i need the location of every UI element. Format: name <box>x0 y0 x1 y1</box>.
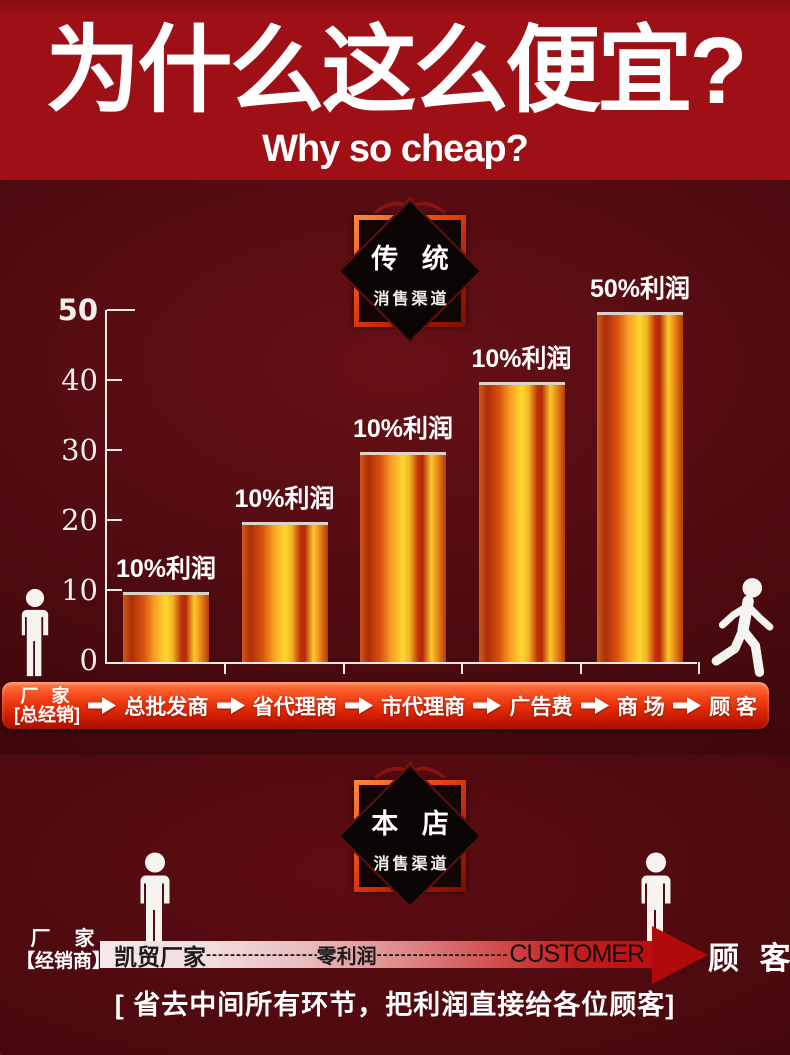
bar-chart-plot: 10%利润 10%利润 10%利润 10%利润 50%利润 <box>105 275 701 674</box>
traditional-flow: 厂 家 [总经销] 总批发商 省代理商 市代理商 广告费 商 场 顾 客 <box>2 682 769 729</box>
y-tick-label-40: 40 <box>61 363 98 397</box>
flow-source-line2: [总经销] <box>14 704 80 725</box>
flow-arrow-icon <box>344 697 373 714</box>
flow-arrow-icon <box>216 697 245 714</box>
y-tick-mark <box>107 309 135 311</box>
shop-badge: 本 店 消售渠道 <box>330 760 490 925</box>
bar-value-label: 50%利润 <box>589 275 691 303</box>
shop-bar-middle: 零利润 <box>316 946 377 968</box>
bar-5 <box>597 312 683 662</box>
flow-step: 市代理商 <box>381 695 466 719</box>
y-tick-label-50: 50 <box>57 293 98 327</box>
standing-person-icon <box>133 852 177 950</box>
flow-step: 省代理商 <box>252 695 337 719</box>
badge-text: 传 统 消售渠道 <box>330 237 490 309</box>
y-tick-mark <box>107 449 122 451</box>
x-tick-mark <box>579 662 582 674</box>
traditional-badge: 传 统 消售渠道 <box>330 195 490 360</box>
shop-source-line2: 【经销商】 <box>16 951 112 972</box>
bar-4 <box>478 382 565 662</box>
traditional-channel-section: 传 统 消售渠道 50 40 30 20 10 0 10%利润 10%利润 10%利润 10%利… <box>0 180 790 755</box>
shop-flow-source: 厂 家 【经销商】 <box>16 928 111 973</box>
flow-arrow-icon <box>473 697 502 714</box>
x-tick-mark <box>461 662 464 674</box>
direct-sales-arrow-bar: 凯贸厂家 -------------------- 零利润 ----------… <box>100 940 658 970</box>
header-section: 为什么这么便宜? Why so cheap? <box>0 0 790 180</box>
flow-step: 商 场 <box>616 695 665 719</box>
y-tick-mark <box>107 379 122 381</box>
shop-bar-end: CUSTOMER <box>509 940 645 968</box>
badge-text: 本 店 消售渠道 <box>330 802 490 874</box>
page-title: 为什么这么便宜? <box>45 18 747 124</box>
flow-arrow-icon <box>580 697 609 714</box>
y-tick-label-20: 20 <box>61 503 98 537</box>
flow-step: 顾 客 <box>709 695 757 719</box>
flow-arrow-icon <box>672 697 701 714</box>
x-tick-mark <box>698 662 701 674</box>
shop-source-line1: 厂 家 <box>30 928 97 950</box>
shop-channel-section: 本 店 消售渠道 厂 家 【经销商】 凯贸厂家 ----------------… <box>0 755 790 1055</box>
y-axis-labels: 50 40 30 20 10 0 <box>40 293 98 677</box>
page-subtitle: Why so cheap? <box>262 128 529 170</box>
bar-value-label: 10%利润 <box>115 555 217 583</box>
flow-source: 厂 家 [总经销] <box>14 685 80 725</box>
flow-step: 总批发商 <box>124 695 209 719</box>
bar-value-label: 10%利润 <box>471 345 572 373</box>
y-tick-label-0: 0 <box>79 643 98 677</box>
dash-line: -------------------- <box>206 946 317 963</box>
y-tick-mark <box>107 519 122 521</box>
bar-value-label: 10%利润 <box>234 485 335 513</box>
arrowhead-icon <box>652 926 708 984</box>
flow-step: 广告费 <box>509 695 573 719</box>
x-tick-mark <box>224 662 227 674</box>
y-tick-label-10: 10 <box>61 573 98 607</box>
bar-value-label: 10%利润 <box>352 415 454 443</box>
badge-title: 本 店 <box>371 809 457 839</box>
bar-3 <box>360 452 446 662</box>
flow-arrow-icon <box>88 697 117 714</box>
badge-subtitle: 消售渠道 <box>373 291 450 308</box>
bar-2 <box>241 522 328 662</box>
badge-subtitle: 消售渠道 <box>373 856 450 873</box>
x-tick-mark <box>342 662 345 674</box>
bottom-caption: [ 省去中间所有环节，把利润直接给各位顾客] <box>114 990 676 1020</box>
badge-title: 传 统 <box>371 244 457 274</box>
shop-bar-start: 凯贸厂家 <box>114 943 206 970</box>
standing-person-icon <box>634 852 678 950</box>
dash-line: ------------------------ <box>376 946 510 963</box>
shop-flow-target: 顾 客 <box>708 941 790 976</box>
standing-person-icon <box>15 584 55 682</box>
flow-source-line1: 厂 家 <box>20 685 74 706</box>
bar-1 <box>123 592 209 662</box>
y-tick-label-30: 30 <box>61 433 98 467</box>
y-tick-mark <box>107 589 122 591</box>
walking-person-icon <box>706 576 778 680</box>
